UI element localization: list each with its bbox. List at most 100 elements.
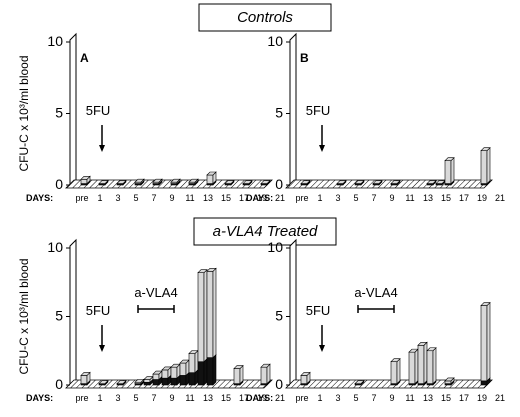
x-axis-label: DAYS: — [26, 393, 53, 403]
bar-segment — [206, 174, 214, 184]
x-tick-label: 1 — [317, 193, 322, 203]
bar-segment — [444, 160, 452, 184]
x-tick-label: 17 — [459, 393, 469, 403]
y-tick-label: 5 — [55, 308, 63, 324]
arrow-head — [99, 145, 105, 152]
bar-top — [390, 358, 401, 363]
bar-segment — [143, 381, 151, 386]
bar-segment — [206, 270, 214, 358]
y-tick-label: 0 — [55, 176, 63, 192]
x-axis-label: DAYS: — [246, 193, 273, 203]
bar-segment — [170, 366, 178, 379]
annotation: 5FU — [86, 303, 111, 318]
x-axis-label: DAYS: — [26, 193, 53, 203]
bar-top — [354, 180, 365, 184]
bar-top — [426, 180, 437, 184]
y-tick-label: 10 — [47, 239, 63, 255]
x-tick-label: pre — [295, 393, 308, 403]
bar-top — [417, 341, 428, 346]
x-tick-label: 17 — [239, 393, 249, 403]
y-tick-label: 0 — [275, 176, 283, 192]
floor — [285, 379, 493, 389]
x-tick-label: 19 — [257, 393, 267, 403]
bar-top — [206, 171, 217, 176]
header: Controls — [237, 9, 293, 26]
bar-segment — [179, 362, 187, 376]
y-tick-label: 10 — [267, 239, 283, 255]
bar-top — [98, 380, 109, 384]
bar-side — [203, 268, 208, 363]
bar-top — [390, 180, 401, 184]
panel-label: A — [80, 51, 89, 65]
bar-segment — [233, 368, 241, 384]
bar-side — [396, 357, 401, 385]
bar-segment — [179, 375, 187, 386]
bar-top — [444, 157, 455, 161]
bar-top — [233, 365, 244, 369]
annotation: 5FU — [86, 103, 111, 118]
x-tick-label: 3 — [115, 393, 120, 403]
x-tick-label: 5 — [353, 393, 358, 403]
bar-top — [260, 363, 271, 368]
x-tick-label: 19 — [477, 193, 487, 203]
x-tick-label: 7 — [371, 193, 376, 203]
annotation: a-VLA4 — [134, 285, 177, 300]
bar-top — [336, 180, 347, 184]
x-tick-label: 15 — [441, 393, 451, 403]
x-tick-label: 17 — [239, 193, 249, 203]
x-tick-label: 1 — [97, 393, 102, 403]
x-tick-label: 7 — [151, 393, 156, 403]
y-axis-wall — [289, 32, 297, 189]
bar-top — [116, 180, 127, 184]
bar-segment — [480, 305, 488, 382]
floor — [285, 179, 493, 189]
panel-label: B — [300, 51, 309, 65]
bar-side — [203, 357, 208, 386]
header-box — [193, 217, 337, 246]
annotation: a-VLA4 — [354, 285, 397, 300]
bar-side — [212, 267, 217, 359]
bar-top — [300, 180, 311, 184]
x-tick-label: 15 — [221, 193, 231, 203]
x-tick-label: 9 — [169, 393, 174, 403]
y-tick-label: 5 — [275, 308, 283, 324]
bar-top — [188, 178, 199, 183]
bar-segment — [444, 380, 452, 384]
x-tick-label: pre — [295, 193, 308, 203]
y-axis-label: CFU-C x 10³/ml blood — [17, 258, 31, 374]
x-tick-label: 9 — [389, 193, 394, 203]
x-tick-label: 1 — [97, 193, 102, 203]
x-tick-label: 9 — [389, 393, 394, 403]
bar-side — [450, 156, 455, 185]
x-tick-label: 13 — [203, 193, 213, 203]
bar-segment — [480, 380, 488, 386]
bar-top — [134, 178, 145, 183]
x-tick-label: 13 — [203, 393, 213, 403]
y-axis-wall — [69, 32, 77, 189]
bar-top — [260, 180, 271, 184]
x-tick-label: 1 — [317, 393, 322, 403]
bar-segment — [80, 178, 88, 184]
bar-top — [480, 302, 491, 306]
x-tick-label: 11 — [405, 393, 414, 403]
x-tick-label: 15 — [221, 393, 231, 403]
bar-segment — [161, 377, 169, 386]
bar-top — [426, 347, 437, 352]
x-tick-label: 11 — [185, 393, 194, 403]
bar-side — [486, 146, 491, 185]
x-tick-label: 21 — [275, 393, 285, 403]
bar-top — [80, 175, 91, 180]
bar-top — [354, 380, 365, 384]
y-tick-label: 10 — [267, 33, 283, 49]
bar-side — [194, 349, 199, 374]
x-tick-label: pre — [75, 393, 88, 403]
annotation: 5FU — [306, 303, 331, 318]
bar-segment — [480, 150, 488, 184]
x-tick-label: 13 — [423, 393, 433, 403]
x-tick-label: 3 — [335, 393, 340, 403]
y-tick-label: 0 — [275, 376, 283, 392]
bar-top — [242, 180, 253, 184]
bar-segment — [152, 373, 160, 380]
x-axis-label: DAYS: — [246, 393, 273, 403]
